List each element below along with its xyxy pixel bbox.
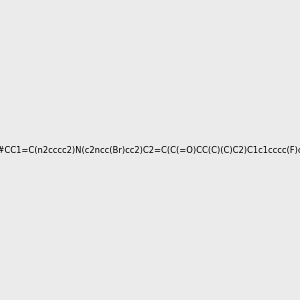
Text: N#CC1=C(n2cccc2)N(c2ncc(Br)cc2)C2=C(C(=O)CC(C)(C)C2)C1c1cccc(F)c1: N#CC1=C(n2cccc2)N(c2ncc(Br)cc2)C2=C(C(=O… <box>0 146 300 154</box>
